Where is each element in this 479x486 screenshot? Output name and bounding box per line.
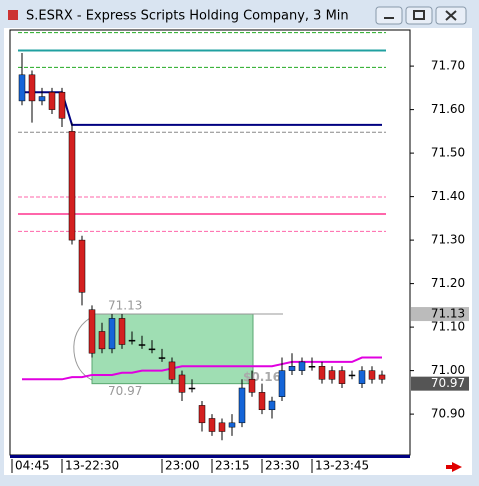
candle-body	[368, 370, 376, 380]
candle-body	[298, 361, 306, 371]
candle-body	[188, 387, 196, 390]
candle-body	[38, 96, 46, 102]
maximize-button[interactable]	[405, 6, 433, 25]
candle-body	[328, 370, 336, 380]
candle-body	[48, 91, 56, 110]
x-tick-label: 13-22:30	[65, 459, 119, 473]
window-title: S.ESRX - Express Scripts Holding Company…	[26, 9, 349, 24]
x-tick-label: 04:45	[15, 459, 50, 473]
candle-body	[268, 400, 276, 411]
x-tick-label: 23:15	[215, 459, 250, 473]
candle-body	[78, 239, 86, 293]
y-tick-label: 70.90	[431, 407, 465, 421]
candle-body	[18, 74, 26, 102]
window-buttons[interactable]	[375, 6, 467, 25]
candle-body	[148, 348, 156, 351]
candle-body	[358, 370, 366, 384]
box-range-label: $0.16	[243, 370, 281, 384]
candle-body	[308, 366, 316, 368]
candle-body	[288, 366, 296, 371]
x-tick-label: 23:30	[265, 459, 300, 473]
candle-body	[248, 379, 256, 393]
y-tick-label: 71.30	[431, 233, 465, 247]
candle-body	[218, 422, 226, 432]
candle-body	[28, 74, 36, 102]
candle-body	[88, 309, 96, 354]
y-tick-label: 71.00	[431, 363, 465, 377]
y-tick-label: 71.70	[431, 59, 465, 73]
candle-body	[138, 344, 146, 346]
time-strip	[10, 455, 410, 458]
candle-body	[198, 405, 206, 424]
price-marker-label: 70.97	[431, 376, 465, 390]
candle-body	[128, 339, 136, 342]
candle-body	[168, 361, 176, 380]
price-marker-label: 71.13	[431, 307, 465, 321]
candle-body	[258, 392, 266, 411]
indicator-line	[22, 91, 382, 126]
x-tick-label: 13-23:45	[315, 459, 369, 473]
app-icon	[8, 10, 18, 20]
close-icon	[445, 10, 457, 21]
candle-body	[118, 318, 126, 345]
candle-body	[58, 91, 66, 119]
candle-body	[278, 370, 286, 397]
candle-body	[378, 374, 386, 380]
y-tick-label: 71.60	[431, 102, 465, 116]
box-bottom-label: 70.97	[108, 384, 142, 398]
selection-arc	[73, 317, 93, 381]
candle-body	[158, 357, 166, 359]
y-tick-label: 71.40	[431, 189, 465, 203]
price-marker	[411, 376, 469, 391]
x-tick-label: 23:00	[165, 459, 200, 473]
plot-frame	[9, 29, 411, 456]
maximize-icon	[413, 10, 425, 20]
price-marker	[411, 307, 469, 322]
candle-body	[318, 366, 326, 380]
candle-body	[178, 374, 186, 393]
minimize-icon	[384, 17, 394, 19]
candle-body	[228, 422, 236, 428]
candle-body	[208, 418, 216, 432]
candle-body	[68, 131, 76, 241]
minimize-button[interactable]	[375, 6, 403, 25]
y-tick-label: 71.50	[431, 146, 465, 160]
y-tick-label: 71.10	[431, 320, 465, 334]
candle-body	[338, 370, 346, 384]
candle-body	[348, 374, 356, 377]
scroll-arrow[interactable]	[446, 462, 462, 472]
box-top-label: 71.13	[108, 299, 142, 313]
y-tick-label: 71.20	[431, 276, 465, 290]
candle-body	[108, 318, 116, 350]
candle-body	[238, 387, 246, 424]
candle-body	[98, 331, 106, 350]
